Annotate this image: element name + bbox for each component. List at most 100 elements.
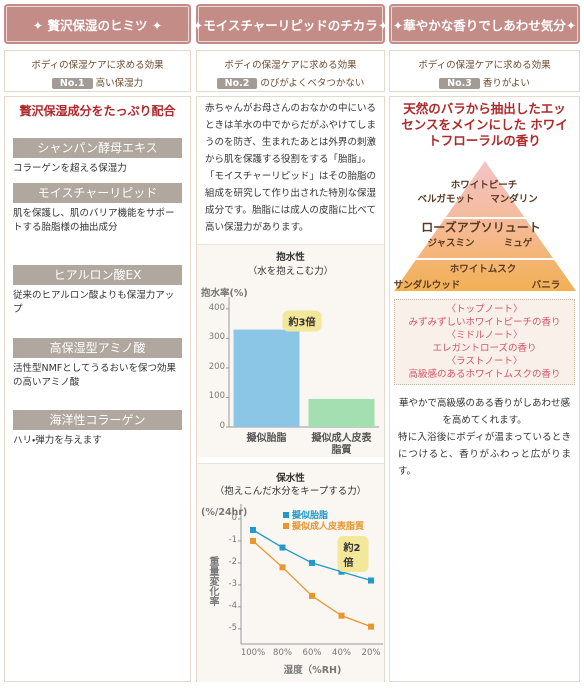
ingredient-desc: 活性型NMFとしてうるおいを保つ効果の高いアミノ酸 <box>13 363 176 388</box>
bar <box>233 329 300 427</box>
y-tick-label: -1 <box>228 534 237 545</box>
point-marker <box>309 592 315 599</box>
y-tick-label: -2 <box>228 556 237 567</box>
subheader: ボディの保湿ケアに求める効果 No.3 香りがよい <box>389 50 580 92</box>
y-tick-label: 0 <box>219 421 225 431</box>
note: エレガントローズの香り <box>432 343 537 354</box>
point-marker <box>250 526 256 533</box>
y-tick-label: -3 <box>228 578 237 589</box>
ingredient: 海洋性コラーゲン ハリ・弾力を与えます <box>13 410 182 448</box>
x-tick-label: 100% <box>240 648 266 658</box>
subheader-text: ボディの保湿ケアに求める効果 <box>31 60 164 71</box>
subheader-text: ボディの保湿ケアに求める効果 <box>224 60 357 71</box>
paragraph: 赤ちゃんがお母さんのおなかの中にいるときは羊水の中でからだがふやけてしまうのを防… <box>205 103 377 165</box>
text-block: 華やかで高級感のある香りがしあわせ感を高めてくれます。 特に入浴後にボディが温ま… <box>398 395 571 480</box>
pyramid-label: ローズアブソリュート <box>421 220 541 235</box>
pyramid-label: ホワイトムスク <box>449 264 517 275</box>
paragraph: 華やかで高級感のある香りがしあわせ感を高めてくれます。 <box>398 398 570 426</box>
note: 〈トップノート〉 <box>446 304 523 315</box>
bar-chart: 抱水性 （水を抱えこむ力） 抱水率(%) 0 100 200 300 400 擬似胎脂 擬似成人皮… <box>197 244 384 457</box>
x-tick-label: 20% <box>361 648 381 658</box>
x-tick-label: 80% <box>273 648 292 658</box>
effect-row: No.1 高い保湿力 <box>5 75 190 89</box>
ingredient-name: シャンパン酵母エキス <box>13 138 182 158</box>
y-tick-label: -5 <box>228 622 237 633</box>
subheader-text: ボディの保湿ケアに求める効果 <box>418 60 551 71</box>
y-axis-unit: (%/24hr) <box>201 507 248 518</box>
subheader: ボディの保湿ケアに求める効果 No.1 高い保湿力 <box>4 50 191 92</box>
pyramid-label: ミュゲ <box>503 238 533 249</box>
x-tick-label: 40% <box>332 648 351 658</box>
point-marker <box>368 623 374 630</box>
y-tick-label: 200 <box>208 361 225 372</box>
pyramid-label: ベルガモット <box>417 194 475 205</box>
paragraph: 「モイスチャーリピッド」はその胎脂の組成を研究して作り出された特別な保湿成分です… <box>205 171 376 233</box>
badge: No.1 <box>51 78 93 89</box>
chart-subtitle: （抱えこんだ水分をキープする力） <box>214 486 367 497</box>
pyramid <box>394 161 576 291</box>
point-marker <box>368 577 374 584</box>
effect-row: No.2 のびがよくベタつかない <box>197 75 384 89</box>
point-marker <box>279 544 286 551</box>
column-header: ✦モイスチャーリピッドのチカラ✦ <box>193 4 388 44</box>
ingredient-desc: 肌を保護し、肌のバリア機能をサポートする胎脂様の抽出成分 <box>13 208 175 233</box>
text-block: 赤ちゃんがお母さんのおなかの中にいるときは羊水の中でからだがふやけてしまうのを防… <box>205 100 376 236</box>
badge: No.2 <box>216 78 258 89</box>
ingredient-name: 海洋性コラーゲン <box>13 410 182 430</box>
badge: No.3 <box>439 78 480 89</box>
annotation: 約2倍 <box>337 536 369 572</box>
legend-swatch <box>283 523 289 529</box>
effect: のびがよくベタつかない <box>260 78 365 89</box>
ingredient-desc: コラーゲンを超える保湿力 <box>13 163 127 174</box>
column-header: ✦ 贅沢保湿のヒミツ ✦ <box>4 4 191 44</box>
ingredient: シャンパン酵母エキスコラーゲンを超える保湿力 <box>13 138 182 176</box>
chart-title: 抱水性 <box>276 252 305 263</box>
column-title: 天然のバラから抽出したエッセンスをメインにした ホワイトフローラルの香り <box>401 101 568 148</box>
effect-row: No.3 香りがよい <box>390 75 579 89</box>
ingredient: モイスチャーリピッド肌を保護し、肌のバリア機能をサポートする胎脂様の抽出成分 <box>13 183 182 235</box>
column-title: 贅沢保湿成分をたっぷり配合 <box>19 104 176 118</box>
note: 高級感のあるホワイトムスクの香り <box>408 369 561 380</box>
x-axis-label: 湿度（%RH) <box>283 665 342 676</box>
pyramid-label: ホワイトピーチ <box>450 180 518 191</box>
column-body: 贅沢保湿成分をたっぷり配合 シャンパン酵母エキスコラーゲンを超える保湿力 モイス… <box>4 96 191 682</box>
ingredient: 高保湿型アミノ酸活性型NMFとしてうるおいを保つ効果の高いアミノ酸 <box>13 338 182 390</box>
ingredient-name: モイスチャーリピッド <box>13 183 182 203</box>
x-tick-label: 擬似胎脂 <box>246 433 287 444</box>
effect: 高い保湿力 <box>95 78 144 89</box>
paragraph: 特に入浴後にボディが温まっているときにつけると、香りがふわっと広がります。 <box>398 432 571 477</box>
y-tick-label: 400 <box>208 302 225 313</box>
point-marker <box>309 559 315 566</box>
ingredient-desc: 従来のヒアルロン酸よりも保湿力アップ <box>13 290 175 315</box>
pyramid-label: サンダルウッド <box>393 280 461 291</box>
y-tick-label: -4 <box>228 600 237 611</box>
subheader: ボディの保湿ケアに求める効果 No.2 のびがよくベタつかない <box>196 50 385 92</box>
column-body: 赤ちゃんがお母さんのおなかの中にいるときは羊水の中でからだがふやけてしまうのを防… <box>196 96 385 682</box>
column-header: ✦華やかな香りでしあわせ気分✦ <box>389 4 580 44</box>
y-tick-label: 300 <box>208 332 225 343</box>
ingredient-name: 高保湿型アミノ酸 <box>13 338 182 358</box>
y-axis-label: 抱水率(%) <box>201 288 248 299</box>
chart-svg <box>226 297 379 428</box>
point-marker <box>250 537 256 544</box>
point-marker <box>338 612 345 619</box>
y-tick-label: 0 <box>231 512 237 523</box>
pyramid-label: ジャスミン <box>427 238 475 249</box>
effect: 香りがよい <box>482 78 530 89</box>
chart-subtitle: （水を抱えこむ力） <box>247 266 334 277</box>
note: みずみずしいホワイトピーチの香り <box>408 317 561 328</box>
annotation: 約3倍 <box>282 310 322 332</box>
legend-label: 擬似成人皮表脂質 <box>292 522 365 532</box>
note: 〈ミドルノート〉 <box>446 330 523 341</box>
chart-title: 保水性 <box>276 473 305 484</box>
ingredient: ヒアルロン酸EX 従来のヒアルロン酸よりも保湿力アップ <box>13 265 182 317</box>
x-tick-label: 擬似成人皮表脂質 <box>311 433 372 456</box>
y-tick-label: 100 <box>208 391 225 402</box>
notes-box: 〈トップノート〉 みずみずしいホワイトピーチの香り 〈ミドルノート〉 エレガント… <box>394 299 575 385</box>
line-chart: 保水性 （抱えこんだ水分をキープする力） (%/24hr) 重量変化率 0 -1 -2 -3 -… <box>197 463 384 682</box>
bar <box>308 398 375 427</box>
note: 〈ラストノート〉 <box>446 356 523 367</box>
legend-label: 擬似胎脂 <box>292 511 329 521</box>
